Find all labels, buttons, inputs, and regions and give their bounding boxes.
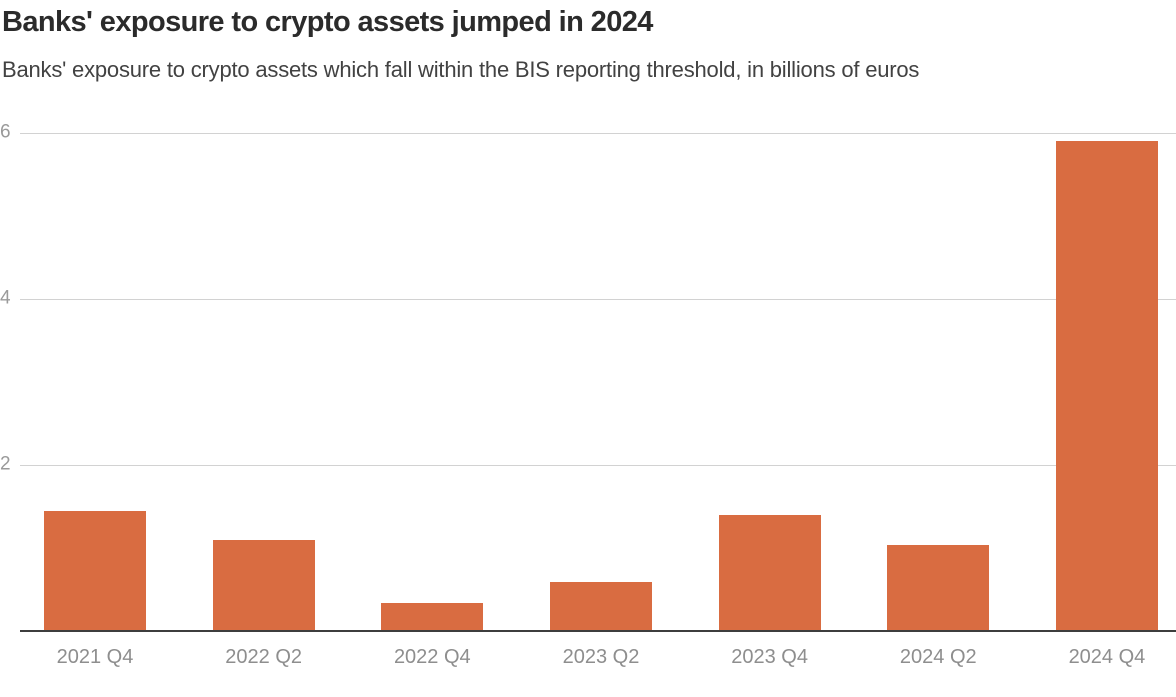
y-tick-label: 2 <box>0 453 11 475</box>
bar-2023-q2 <box>549 582 652 631</box>
bars-container <box>44 0 1158 631</box>
bar-2022-q2 <box>212 539 315 631</box>
bar-2022-q4 <box>381 602 484 631</box>
y-tick-label: 4 <box>0 287 11 309</box>
x-tick-label: 2024 Q4 <box>1068 646 1146 668</box>
chart-subtitle: Banks' exposure to crypto assets which f… <box>2 57 920 82</box>
bar-2023-q4 <box>718 514 821 631</box>
x-tick-label: 2023 Q2 <box>562 646 640 668</box>
bar-2024-q4 <box>1055 141 1158 631</box>
x-axis-labels: 2021 Q4 2022 Q2 2022 Q4 2023 Q2 2023 Q4 2024 … <box>44 646 1158 669</box>
x-tick-label: 2021 Q4 <box>56 646 134 668</box>
x-tick-label: 2022 Q2 <box>225 646 303 668</box>
bar-2021-q4 <box>44 510 146 631</box>
x-axis-line <box>20 630 1176 632</box>
gridline <box>20 133 1176 134</box>
chart-title: Banks' exposure to crypto assets jumped … <box>2 6 653 38</box>
gridline <box>20 299 1176 300</box>
x-tick-label: 2024 Q2 <box>899 646 977 668</box>
bar-2024-q2 <box>887 544 990 631</box>
y-tick-label: 6 <box>0 121 11 143</box>
x-tick-label: 2022 Q4 <box>393 646 471 668</box>
gridline <box>20 465 1176 466</box>
x-tick-label: 2023 Q4 <box>731 646 808 668</box>
